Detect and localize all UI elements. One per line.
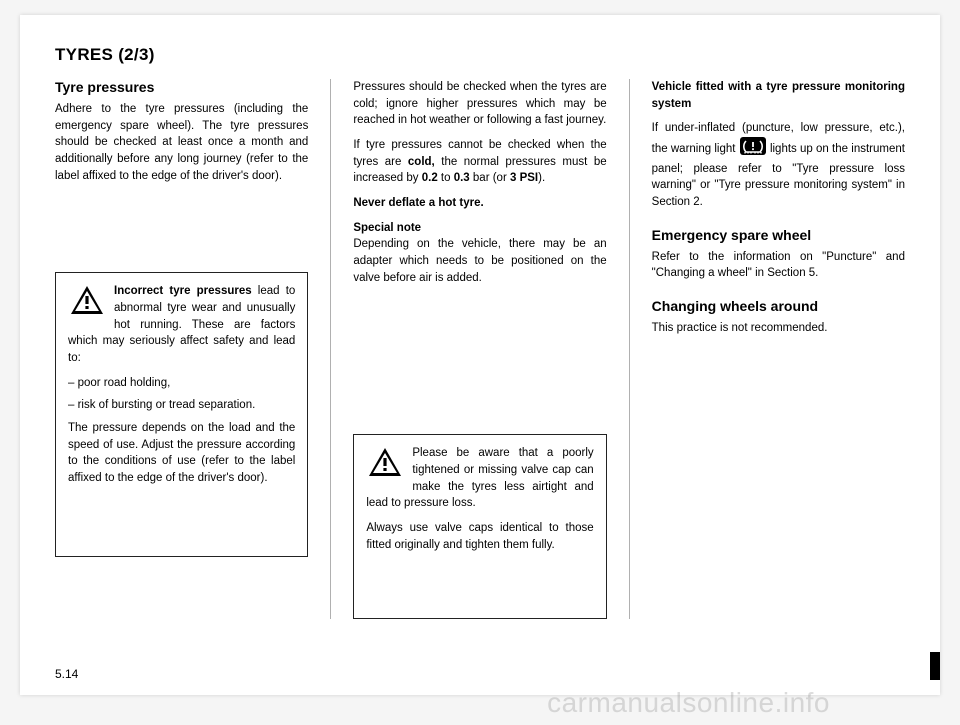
manual-page: TYRES (2/3) Tyre pressures Adhere to the… bbox=[20, 15, 940, 695]
warning-box-pressures: Incorrect tyre pressures lead to abnorma… bbox=[55, 272, 308, 557]
spare-wheel-para: Refer to the information on "Puncture" a… bbox=[652, 249, 905, 282]
changing-wheels-para: This practice is not recommended. bbox=[652, 320, 905, 337]
warning-box-valve: Please be aware that a poorly tightened … bbox=[353, 434, 606, 619]
warning-list: – poor road holding, – risk of bursting … bbox=[68, 375, 295, 414]
title-main: TYRES bbox=[55, 45, 118, 64]
special-note-head: Special note bbox=[353, 222, 421, 234]
spare-wheel-heading: Emergency spare wheel bbox=[652, 227, 905, 243]
page-number: 5.14 bbox=[55, 667, 78, 681]
tpms-warning-icon bbox=[740, 137, 766, 161]
warning-lead-bold: Incorrect tyre pressures bbox=[114, 285, 252, 297]
tyre-pressures-heading: Tyre pressures bbox=[55, 79, 308, 95]
warning-triangle-icon bbox=[68, 283, 106, 320]
increase-pressure-para: If tyre pressures cannot be checked when… bbox=[353, 137, 606, 187]
page-title: TYRES (2/3) bbox=[55, 45, 905, 65]
column-divider bbox=[629, 79, 630, 619]
column-2: Pressures should be checked when the tyr… bbox=[353, 79, 606, 619]
tpms-heading: Vehicle fitted with a tyre pressure moni… bbox=[652, 79, 905, 112]
cold-check-para: Pressures should be checked when the tyr… bbox=[353, 79, 606, 129]
title-sub: (2/3) bbox=[118, 45, 154, 64]
special-note-body: Depending on the vehicle, there may be a… bbox=[353, 238, 606, 283]
section-tab bbox=[930, 652, 940, 680]
changing-wheels-heading: Changing wheels around bbox=[652, 298, 905, 314]
warning-triangle-icon bbox=[366, 445, 404, 482]
warning-tail: The pressure depends on the load and the… bbox=[68, 420, 295, 487]
tyre-pressures-para: Adhere to the tyre pressures (including … bbox=[55, 101, 308, 184]
column-divider bbox=[330, 79, 331, 619]
tpms-para: If under-inflated (puncture, low pressur… bbox=[652, 120, 905, 210]
valve-warn-2: Always use valve caps identical to those… bbox=[366, 520, 593, 553]
column-1: Tyre pressures Adhere to the tyre pressu… bbox=[55, 79, 308, 619]
warning-list-item: – poor road holding, bbox=[82, 375, 295, 392]
special-note: Special note Depending on the vehicle, t… bbox=[353, 220, 606, 287]
warning-list-item: – risk of bursting or tread separation. bbox=[82, 397, 295, 414]
never-deflate: Never deflate a hot tyre. bbox=[353, 195, 606, 212]
content-columns: Tyre pressures Adhere to the tyre pressu… bbox=[55, 79, 905, 619]
column-3: Vehicle fitted with a tyre pressure moni… bbox=[652, 79, 905, 619]
